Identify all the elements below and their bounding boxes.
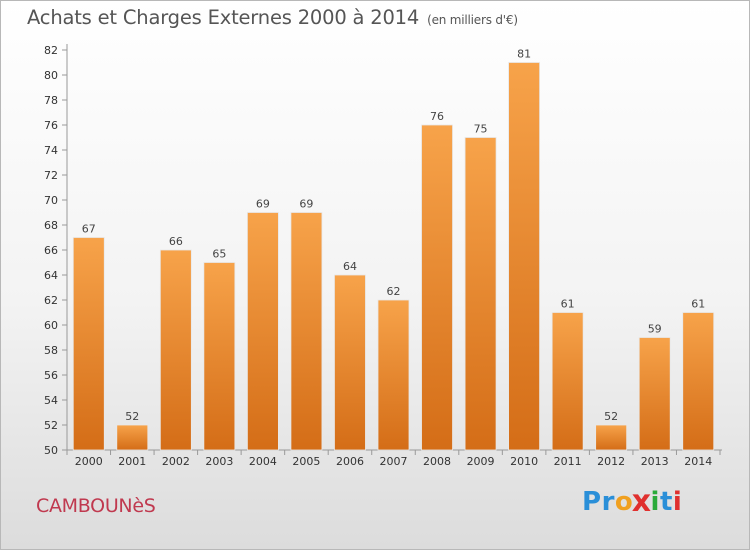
bar (72, 237, 105, 451)
bar (203, 262, 236, 451)
bar-value-label: 61 (561, 298, 575, 311)
x-tick-label: 2012 (597, 455, 625, 468)
x-axis: 2000 2001 2002 2003 2004 2005 2006 2007 2008 2009… (66, 449, 722, 468)
y-tick-label: 82 (44, 44, 58, 57)
x-tick-label: 2007 (380, 455, 408, 468)
title-text: Achats et Charges Externes 2000 à 2014 (27, 6, 420, 29)
bar (377, 299, 410, 451)
x-tick-label: 2003 (205, 455, 233, 468)
bar-value-label: 59 (648, 323, 662, 336)
logo-letter: o (614, 487, 634, 517)
bar-value-label: 62 (387, 285, 401, 298)
x-tick-label: 2001 (118, 455, 146, 468)
bar (334, 274, 366, 451)
x-tick-label: 2002 (162, 455, 190, 468)
y-tick-label: 50 (44, 444, 58, 457)
y-tick-label: 62 (44, 294, 58, 307)
bars-group (72, 62, 715, 451)
y-tick-label: 52 (44, 419, 58, 432)
value-labels-group: 67 52 66 65 69 69 64 62 76 75 81 61 52 59 61 (82, 48, 705, 424)
logo-letter: P (582, 487, 602, 517)
y-tick-label: 76 (44, 119, 58, 132)
bar-value-label: 52 (604, 410, 618, 423)
y-tick-label: 80 (44, 69, 58, 82)
commune-name: CAMBOUNèS (36, 495, 156, 517)
x-tick-label: 2000 (75, 455, 103, 468)
bar (551, 312, 584, 451)
bar-value-label: 76 (430, 110, 444, 123)
chart-title: Achats et Charges Externes 2000 à 2014 (e… (27, 6, 518, 29)
x-tick-label: 2013 (641, 455, 669, 468)
x-tick-label: 2004 (249, 455, 277, 468)
bar (290, 212, 323, 451)
bar (464, 137, 497, 451)
y-tick-label: 74 (44, 144, 58, 157)
x-tick-label: 2005 (292, 455, 320, 468)
bar (159, 249, 192, 451)
bar-value-label: 52 (125, 410, 139, 423)
x-tick-label: 2008 (423, 455, 451, 468)
bar (246, 212, 279, 451)
x-tick-label: 2011 (554, 455, 582, 468)
y-tick-label: 78 (44, 94, 58, 107)
y-tick-label: 58 (44, 344, 58, 357)
bar (508, 62, 541, 451)
bar (421, 124, 453, 451)
y-tick-label: 70 (44, 194, 58, 207)
logo-letter: i (672, 487, 683, 517)
logo-letter: r (601, 487, 615, 517)
bar-value-label: 67 (82, 223, 96, 236)
bar-value-label: 81 (517, 48, 531, 61)
logo-letter: x (631, 484, 652, 520)
bar-value-label: 61 (691, 298, 705, 311)
bar-value-label: 66 (169, 235, 183, 248)
bar-value-label: 69 (256, 198, 270, 211)
x-tick-label: 2010 (510, 455, 538, 468)
y-tick-label: 68 (44, 219, 58, 232)
x-tick-label: 2009 (467, 455, 495, 468)
logo-letter: i (650, 487, 660, 517)
y-tick-label: 60 (44, 319, 58, 332)
y-tick-label: 54 (44, 394, 58, 407)
bar (682, 312, 715, 451)
bar (595, 424, 628, 451)
bar-value-label: 69 (299, 198, 313, 211)
y-tick-label: 64 (44, 269, 58, 282)
y-tick-label: 72 (44, 169, 58, 182)
bar (116, 424, 149, 451)
bar-value-label: 65 (212, 248, 226, 261)
y-axis: 50 52 54 56 58 60 62 64 66 68 70 72 74 76 78 80 82 (44, 44, 68, 457)
proxiti-logo: Proxiti (582, 484, 683, 520)
bar-value-label: 75 (474, 123, 488, 136)
y-tick-label: 66 (44, 244, 58, 257)
x-tick-label: 2014 (684, 455, 712, 468)
x-tick-label: 2006 (336, 455, 364, 468)
y-tick-label: 56 (44, 369, 58, 382)
bar (638, 337, 671, 451)
chart-subtitle: (en milliers d'€) (427, 13, 518, 27)
bar-value-label: 64 (343, 260, 357, 273)
logo-letter: t (659, 487, 673, 517)
